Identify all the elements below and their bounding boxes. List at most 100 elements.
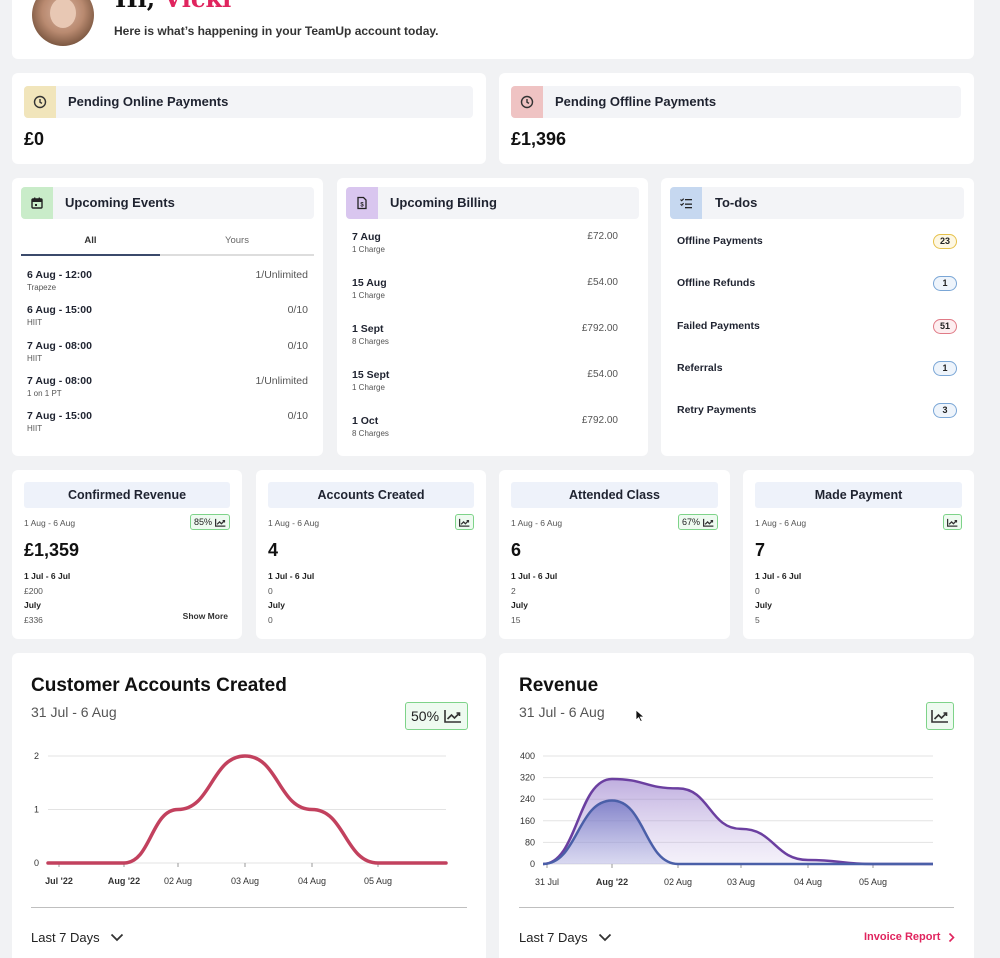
trend-up-icon xyxy=(931,710,948,723)
y-tick-label: 0 xyxy=(530,859,535,869)
stat-period1-value: £200 xyxy=(24,586,43,596)
revenue-period-label: Last 7 Days xyxy=(519,930,588,945)
list-item[interactable]: 1 Oct 8 Charges £792.00 xyxy=(352,415,618,438)
invoice-icon: $ xyxy=(346,187,378,219)
revenue-chart-title: Revenue xyxy=(519,675,599,696)
chart-divider xyxy=(519,907,954,908)
greeting-hi: Hi, xyxy=(115,0,155,13)
todo-label: Failed Payments xyxy=(677,320,760,332)
trend-up-icon xyxy=(444,710,462,723)
todo-label: Retry Payments xyxy=(677,404,757,416)
mouse-cursor-icon xyxy=(635,709,645,723)
series-area xyxy=(543,800,933,864)
tab-yours[interactable]: Yours xyxy=(225,235,249,246)
trend-badge[interactable] xyxy=(943,514,962,530)
tab-all[interactable]: All xyxy=(84,235,97,246)
todo-count-badge: 1 xyxy=(933,361,957,376)
series-line xyxy=(542,799,933,866)
greeting-subtitle: Here is what’s happening in your TeamUp … xyxy=(114,24,439,38)
todo-count-badge: 1 xyxy=(933,276,957,291)
upcoming-events-card: Upcoming Events All Yours 6 Aug - 12:00 … xyxy=(12,178,323,456)
todo-count-badge: 23 xyxy=(933,234,957,249)
trend-badge[interactable]: 67% xyxy=(677,514,718,530)
y-tick-label: 320 xyxy=(520,773,535,783)
revenue-chart-card: Revenue 31 Jul - 6 Aug 0 80 160 240 320 400 31… xyxy=(499,653,974,958)
list-item[interactable]: 15 Aug 1 Charge £54.00 xyxy=(352,277,618,300)
series-line xyxy=(46,754,448,865)
pending-offline-card: Pending Offline Payments £1,396 xyxy=(499,73,974,164)
y-tick-label: 2 xyxy=(34,751,39,761)
stat-period2-label: July xyxy=(268,600,286,610)
accounts-period-select[interactable]: Last 7 Days xyxy=(31,930,124,945)
tab-all-indicator xyxy=(21,254,160,256)
pending-online-card: Pending Online Payments £0 xyxy=(12,73,486,164)
trend-up-icon xyxy=(703,518,714,527)
stat-period2-value: 5 xyxy=(755,615,760,625)
pending-online-value: £0 xyxy=(24,129,45,149)
greeting-title: Hi, Vicki xyxy=(115,0,231,13)
stat-period1-label: 1 Jul - 6 Jul xyxy=(511,571,558,581)
list-item[interactable]: 7 Aug - 08:00 1 on 1 PT 1/Unlimited xyxy=(27,375,308,398)
greeting-card: Hi, Vicki Here is what’s happening in yo… xyxy=(12,0,974,59)
stat-period2-value: 15 xyxy=(511,615,521,625)
list-item[interactable]: 7 Aug 1 Charge £72.00 xyxy=(352,231,618,254)
stat-period1-value: 2 xyxy=(511,586,516,596)
x-tick-label: 31 Jul xyxy=(535,877,559,887)
trend-badge[interactable] xyxy=(455,514,474,530)
todo-label: Offline Refunds xyxy=(677,277,756,289)
accounts-chart: 0 1 2 Jul '22 Aug '22 02 Aug 03 Aug 04 Aug 05 Au… xyxy=(34,751,448,886)
list-item[interactable]: 6 Aug - 15:00 HIIT 0/10 xyxy=(27,304,308,327)
stat-card: Accounts Created 1 Aug - 6 Aug 4 1 Jul -… xyxy=(256,470,486,639)
stat-period2-label: July xyxy=(755,600,773,610)
stat-value: 4 xyxy=(268,540,279,560)
revenue-trend-badge[interactable] xyxy=(926,702,954,730)
trend-badge[interactable]: 85% xyxy=(189,514,230,530)
x-tick-label: 05 Aug xyxy=(364,876,392,886)
x-tick-label: Aug '22 xyxy=(596,877,628,887)
invoice-report-link[interactable]: Invoice Report xyxy=(864,931,956,943)
avatar[interactable] xyxy=(32,0,94,46)
todo-item[interactable]: Retry Payments 3 xyxy=(677,403,957,419)
list-item[interactable]: 1 Sept 8 Charges £792.00 xyxy=(352,323,618,346)
x-tick-label: 03 Aug xyxy=(727,877,755,887)
stat-card: Attended Class 1 Aug - 6 Aug 67% 6 1 Jul… xyxy=(499,470,730,639)
todo-item[interactable]: Failed Payments 51 xyxy=(677,319,957,335)
todo-item[interactable]: Referrals 1 xyxy=(677,361,957,377)
accounts-trend-value: 50% xyxy=(411,708,440,724)
revenue-period-select[interactable]: Last 7 Days xyxy=(519,930,612,945)
show-more-link[interactable]: Show More xyxy=(182,611,228,621)
todos-card: To-dos Offline Payments 23 Offline Refund… xyxy=(661,178,974,456)
accounts-chart-range: 31 Jul - 6 Aug xyxy=(31,704,117,720)
todo-label: Offline Payments xyxy=(677,235,763,247)
x-tick-label: 03 Aug xyxy=(231,876,259,886)
accounts-trend-badge[interactable]: 50% xyxy=(405,702,469,730)
list-item[interactable]: 7 Aug - 08:00 HIIT 0/10 xyxy=(27,340,308,363)
todo-item[interactable]: Offline Payments 23 xyxy=(677,234,957,250)
stat-card: Confirmed Revenue 1 Aug - 6 Aug 85% £1,3… xyxy=(12,470,242,639)
pending-offline-header: Pending Offline Payments xyxy=(511,86,961,118)
trend-value: 85% xyxy=(193,517,212,527)
stat-range: 1 Aug - 6 Aug xyxy=(24,518,76,528)
todos-header: To-dos xyxy=(670,187,964,219)
stat-period1-value: 0 xyxy=(268,586,273,596)
stat-title: Accounts Created xyxy=(268,482,474,508)
accounts-period-label: Last 7 Days xyxy=(31,930,100,945)
chevron-right-icon xyxy=(949,932,956,942)
stat-period1-label: 1 Jul - 6 Jul xyxy=(24,571,71,581)
y-tick-label: 160 xyxy=(520,816,535,826)
stat-range: 1 Aug - 6 Aug xyxy=(755,518,807,528)
chart-divider xyxy=(31,907,467,908)
list-item[interactable]: 6 Aug - 12:00 Trapeze 1/Unlimited xyxy=(27,269,308,292)
stat-period1-label: 1 Jul - 6 Jul xyxy=(268,571,315,581)
list-item[interactable]: 7 Aug - 15:00 HIIT 0/10 xyxy=(27,410,308,433)
invoice-report-label: Invoice Report xyxy=(864,931,941,943)
y-tick-label: 80 xyxy=(525,837,535,847)
revenue-chart-range: 31 Jul - 6 Aug xyxy=(519,704,605,720)
chevron-down-icon xyxy=(598,933,611,942)
stat-value: 7 xyxy=(755,540,766,560)
list-item[interactable]: 15 Sept 1 Charge £54.00 xyxy=(352,369,618,392)
pending-offline-title: Pending Offline Payments xyxy=(555,94,717,109)
todo-item[interactable]: Offline Refunds 1 xyxy=(677,276,957,292)
stat-period1-label: 1 Jul - 6 Jul xyxy=(755,571,802,581)
x-tick-label: 02 Aug xyxy=(664,877,692,887)
